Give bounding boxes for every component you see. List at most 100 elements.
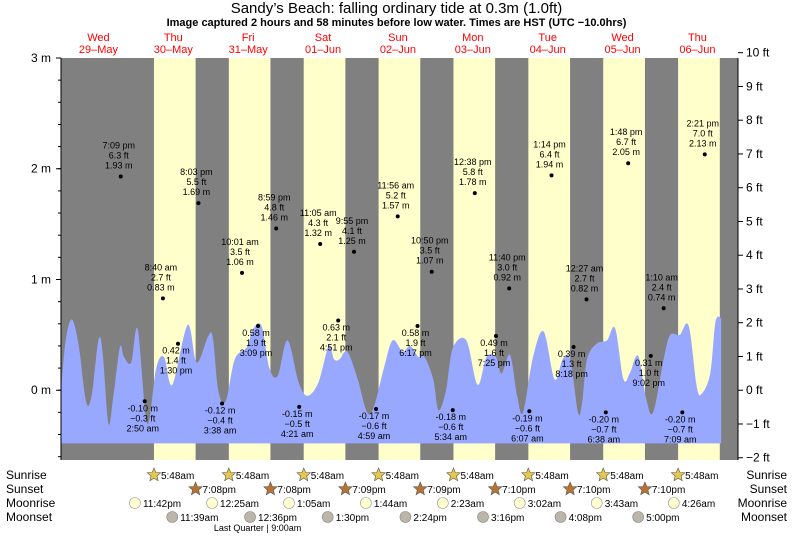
tide-label-line2: 3.5 ft bbox=[420, 246, 441, 256]
axes: 3 m 2 m 1 m 0 m 10 ft 9 ft 8 ft 7 ft 6 ft 5 ft 4 f… bbox=[31, 46, 770, 465]
tide-point-dot bbox=[352, 249, 357, 254]
tide-point-dot bbox=[549, 173, 554, 178]
tide-label-line3: 9:02 pm bbox=[632, 378, 665, 388]
tide-label-line2: 5.8 ft bbox=[463, 167, 484, 177]
tide-label-line3: 0.92 m bbox=[493, 272, 521, 282]
tide-label-line1: 11:05 am bbox=[300, 208, 337, 218]
moonset-time: 11:39am bbox=[180, 513, 218, 524]
sunset-icon bbox=[412, 481, 428, 496]
sunrise-time: 5:48am bbox=[236, 471, 269, 482]
moonset-icon bbox=[321, 511, 334, 523]
sunrise-icon bbox=[670, 467, 686, 482]
tide-point-dot bbox=[472, 191, 477, 196]
tide-label-line2: 1.9 ft bbox=[406, 338, 427, 348]
day-header-weekday: Sat bbox=[315, 32, 332, 44]
tide-label-line1: 0.58 m bbox=[242, 328, 270, 338]
sunset-icon bbox=[263, 481, 278, 496]
moonrise-time: 4:26am bbox=[682, 499, 715, 510]
tide-label-line1: 0.42 m bbox=[162, 346, 190, 356]
tide-label-line1: 11:56 am bbox=[377, 180, 414, 190]
sunset-time: 7:10pm bbox=[577, 485, 610, 496]
tide-label-line2: 6.7 ft bbox=[616, 137, 637, 147]
tide-label-line3: 3:09 pm bbox=[240, 348, 273, 358]
day-header-weekday: Thu bbox=[164, 32, 183, 44]
right-tick-label: 1 ft bbox=[746, 349, 763, 363]
day-header-date: 01–Jun bbox=[305, 44, 341, 56]
tide-label-line2: −0.3 ft bbox=[130, 413, 156, 423]
sunset-icon bbox=[487, 481, 503, 496]
day-header-date: 30–May bbox=[154, 44, 194, 56]
tide-label-line3: 1.32 m bbox=[304, 228, 332, 238]
tide-label-line2: 5.5 ft bbox=[186, 177, 207, 187]
tide-point-dot bbox=[160, 296, 165, 301]
tide-label-line2: −0.5 ft bbox=[285, 419, 311, 429]
tide-point-dot bbox=[274, 226, 279, 231]
left-tick-label: 1 m bbox=[31, 272, 51, 286]
moonset-time: 12:36pm bbox=[258, 513, 297, 524]
left-tick-label: 0 m bbox=[31, 383, 51, 397]
tide-label-line1: -0.10 m bbox=[127, 403, 158, 413]
moonrise-time: 2:23am bbox=[451, 499, 484, 510]
sunset-icon bbox=[637, 481, 653, 496]
tide-point-dot bbox=[118, 174, 123, 179]
day-header-date: 04–Jun bbox=[530, 44, 566, 56]
right-tick-label: 8 ft bbox=[746, 113, 763, 127]
sunrise-time: 5:48am bbox=[161, 471, 194, 482]
tide-label-line3: 1.07 m bbox=[416, 256, 444, 266]
right-tick-label: 9 ft bbox=[746, 79, 763, 93]
tide-label-line2: −0.7 ft bbox=[591, 424, 617, 434]
sunrise-time: 5:48am bbox=[535, 471, 568, 482]
tide-label-line2: 1.3 ft bbox=[562, 359, 583, 369]
sunset-time: 7:09pm bbox=[427, 485, 460, 496]
right-tick-label: 10 ft bbox=[746, 46, 770, 60]
tide-label-line3: 5:34 am bbox=[434, 432, 467, 442]
moonset-icon bbox=[554, 511, 567, 523]
tide-point-dot bbox=[318, 242, 323, 247]
tide-label-line2: 2.4 ft bbox=[652, 282, 673, 292]
tide-point-dot bbox=[196, 201, 201, 206]
moon-phase-note: Last Quarter | 9:00am bbox=[214, 523, 301, 533]
moonrise-icon bbox=[129, 497, 141, 509]
tide-label-line1: 12:27 am bbox=[566, 263, 604, 273]
tide-label-line1: 11:40 pm bbox=[489, 252, 526, 262]
sunrise-icon bbox=[446, 467, 461, 482]
tide-label-line1: -0.19 m bbox=[512, 413, 543, 423]
tide-label-line2: −0.4 ft bbox=[207, 416, 233, 426]
right-tick-label: −1 ft bbox=[746, 417, 770, 431]
moonrise-time: 11:42pm bbox=[143, 499, 181, 510]
moonset-icon bbox=[244, 511, 256, 523]
day-header-date: 31–May bbox=[229, 44, 269, 56]
tide-point-dot bbox=[702, 152, 707, 157]
sunrise-icon bbox=[296, 467, 312, 482]
sunrise-time: 5:48am bbox=[460, 471, 493, 482]
tide-point-dot bbox=[429, 269, 434, 274]
row-label-right-moonset: Moonset bbox=[741, 510, 788, 524]
tide-label-line3: 6:07 am bbox=[511, 433, 544, 443]
sunset-icon bbox=[188, 481, 203, 496]
day-header-weekday: Fri bbox=[242, 32, 255, 44]
sunset-time: 7:10pm bbox=[502, 485, 535, 496]
tide-point-dot bbox=[142, 399, 147, 404]
tide-label-line2: 2.7 ft bbox=[151, 272, 172, 282]
tide-label-line1: 0.63 m bbox=[322, 322, 350, 332]
right-tick-label: −2 ft bbox=[746, 451, 770, 465]
tide-label-line2: −0.7 ft bbox=[668, 424, 694, 434]
tide-labels: 7:09 pm6.3 ft1.93 m -0.10 m−0.3 ft2:50 am… bbox=[102, 118, 719, 444]
tide-label-line1: 7:09 pm bbox=[102, 140, 135, 150]
tide-label-line1: 2:21 pm bbox=[687, 118, 720, 128]
tide-label-line3: 2.05 m bbox=[612, 147, 640, 157]
sunrise-time: 5:48am bbox=[311, 471, 344, 482]
moonrise-icon bbox=[590, 497, 603, 509]
tide-point-dot bbox=[450, 408, 455, 413]
tide-label-line3: 0.74 m bbox=[648, 292, 676, 302]
row-label-right-sunrise: Sunrise bbox=[746, 468, 787, 482]
moonset-time: 2:24pm bbox=[413, 513, 446, 524]
day-header-date: 05–Jun bbox=[605, 44, 641, 56]
tide-point-dot bbox=[584, 297, 589, 302]
day-header-date: 02–Jun bbox=[380, 44, 416, 56]
tide-point-dot bbox=[240, 270, 245, 275]
tide-label-line1: 1:48 pm bbox=[610, 127, 643, 137]
moonrise-icon bbox=[437, 497, 449, 509]
tide-label-line2: 1.6 ft bbox=[484, 348, 505, 358]
